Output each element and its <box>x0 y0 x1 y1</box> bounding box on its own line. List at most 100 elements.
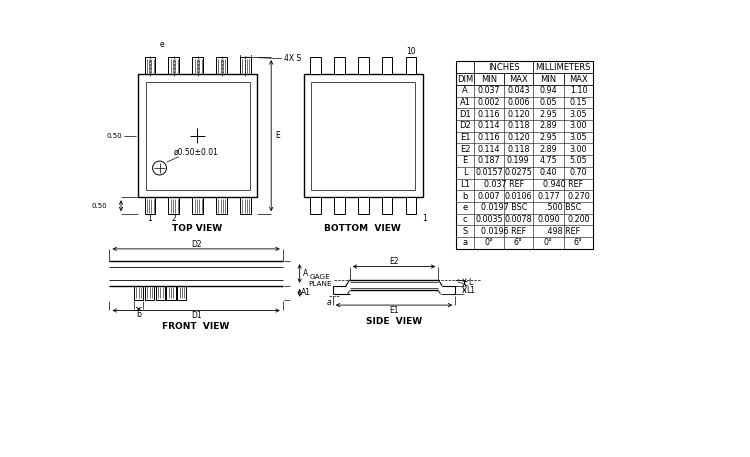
Bar <box>192 197 203 214</box>
Text: E2: E2 <box>389 257 399 266</box>
Bar <box>169 57 179 74</box>
Text: 0.0157: 0.0157 <box>476 168 503 177</box>
Text: L: L <box>463 168 467 177</box>
Text: 0.0196 REF: 0.0196 REF <box>482 227 526 236</box>
Text: MIN: MIN <box>540 74 556 84</box>
Text: D1: D1 <box>459 110 471 119</box>
Text: a: a <box>463 239 468 247</box>
Text: 0.50: 0.50 <box>107 133 122 138</box>
Bar <box>192 57 203 74</box>
Text: 0.187: 0.187 <box>478 156 500 165</box>
Text: 0.94: 0.94 <box>539 86 557 95</box>
Text: 0.007: 0.007 <box>478 191 500 201</box>
Bar <box>382 197 392 214</box>
Text: 0.120: 0.120 <box>507 110 530 119</box>
Text: A: A <box>462 86 468 95</box>
Text: BOTTOM  VIEW: BOTTOM VIEW <box>325 223 401 233</box>
Text: S: S <box>463 227 468 236</box>
Text: MAX: MAX <box>569 74 588 84</box>
Text: 1: 1 <box>147 214 152 223</box>
Text: 0.116: 0.116 <box>478 133 500 142</box>
Text: 2.95: 2.95 <box>539 110 557 119</box>
Text: c: c <box>463 215 467 224</box>
Text: 0.037 REF: 0.037 REF <box>484 180 524 189</box>
Bar <box>406 57 416 74</box>
Text: 0.70: 0.70 <box>569 168 587 177</box>
Text: .498 REF: .498 REF <box>545 227 580 236</box>
Text: A: A <box>302 269 307 278</box>
Text: 0.270: 0.270 <box>567 191 590 201</box>
Bar <box>334 57 345 74</box>
Text: 3.05: 3.05 <box>569 110 587 119</box>
Bar <box>382 57 392 74</box>
Text: 0.090: 0.090 <box>537 215 560 224</box>
Text: 5.05: 5.05 <box>569 156 587 165</box>
Text: 4.75: 4.75 <box>539 156 557 165</box>
Bar <box>310 197 321 214</box>
Text: 6°: 6° <box>514 239 523 247</box>
Text: 0.116: 0.116 <box>478 110 500 119</box>
Bar <box>216 197 227 214</box>
Text: 1.10: 1.10 <box>570 86 587 95</box>
Text: 3.05: 3.05 <box>569 133 587 142</box>
Bar <box>177 286 187 300</box>
Text: 0.177: 0.177 <box>537 191 560 201</box>
Text: 2.89: 2.89 <box>539 145 557 154</box>
Bar <box>166 286 176 300</box>
Text: 0.0106: 0.0106 <box>505 191 532 201</box>
Text: 0.200: 0.200 <box>567 215 590 224</box>
Text: L: L <box>469 278 472 287</box>
Bar <box>304 74 423 197</box>
Bar <box>145 57 155 74</box>
Bar <box>169 197 179 214</box>
Text: .500 BSC: .500 BSC <box>545 203 581 212</box>
Text: 0.15: 0.15 <box>569 98 587 107</box>
Text: 0.0275: 0.0275 <box>505 168 532 177</box>
Text: 2: 2 <box>172 214 176 223</box>
Bar <box>406 197 416 214</box>
Text: 0.114: 0.114 <box>478 122 500 130</box>
Bar <box>240 197 250 214</box>
Text: e: e <box>160 40 164 48</box>
Text: e: e <box>463 203 468 212</box>
Text: 0.05: 0.05 <box>539 98 557 107</box>
Text: 0.50: 0.50 <box>92 203 107 209</box>
Text: ø0.50±0.01: ø0.50±0.01 <box>174 148 219 157</box>
Bar <box>358 197 368 214</box>
Bar <box>334 197 345 214</box>
Text: A1: A1 <box>460 98 471 107</box>
Text: INCHES: INCHES <box>488 63 520 72</box>
Bar <box>216 57 227 74</box>
Text: 0.006: 0.006 <box>507 98 530 107</box>
Text: 0.002: 0.002 <box>478 98 500 107</box>
Text: MILLIMETERS: MILLIMETERS <box>536 63 591 72</box>
Bar <box>156 286 165 300</box>
Text: E1: E1 <box>389 306 399 315</box>
Text: DIM: DIM <box>457 74 473 84</box>
Circle shape <box>152 161 166 175</box>
Text: SIDE  VIEW: SIDE VIEW <box>366 317 422 326</box>
Text: E1: E1 <box>460 133 470 142</box>
Bar <box>240 57 250 74</box>
Bar <box>456 61 593 249</box>
Text: D2: D2 <box>459 122 471 130</box>
Text: 0.0197 BSC: 0.0197 BSC <box>481 203 527 212</box>
Text: 3.00: 3.00 <box>570 122 587 130</box>
Text: E: E <box>275 131 280 140</box>
Text: 3.00: 3.00 <box>570 145 587 154</box>
Text: a: a <box>326 298 332 307</box>
Text: 6°: 6° <box>574 239 583 247</box>
Text: D2: D2 <box>190 240 202 249</box>
Text: MIN: MIN <box>481 74 497 84</box>
Text: E: E <box>463 156 468 165</box>
Text: TOP VIEW: TOP VIEW <box>172 223 222 233</box>
Text: 4X S: 4X S <box>284 54 302 63</box>
Bar <box>145 286 154 300</box>
Text: FRONT  VIEW: FRONT VIEW <box>163 322 230 331</box>
Text: L1: L1 <box>466 286 475 295</box>
Text: c: c <box>464 279 468 288</box>
Text: 0.118: 0.118 <box>507 145 530 154</box>
Text: 0.0078: 0.0078 <box>505 215 532 224</box>
Text: 0°: 0° <box>484 239 494 247</box>
Text: 0.40: 0.40 <box>540 168 557 177</box>
